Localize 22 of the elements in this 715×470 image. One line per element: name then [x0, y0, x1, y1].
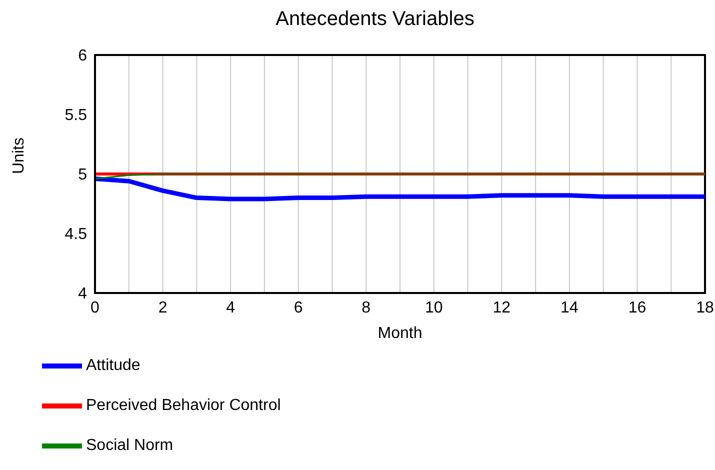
- legend-label: Social Norm: [86, 437, 174, 454]
- x-tick-label: 2: [158, 299, 168, 316]
- x-tick-label: 12: [492, 299, 511, 316]
- x-tick-label: 16: [628, 299, 646, 316]
- x-tick-label: 0: [90, 299, 100, 316]
- legend-label: Perceived Behavior Control: [86, 397, 281, 414]
- x-tick-label: 10: [424, 299, 443, 316]
- x-tick-label: 4: [226, 299, 236, 316]
- line-series: [95, 176, 705, 202]
- legend-label: Attitude: [86, 357, 140, 374]
- y-tick-label: 6: [78, 48, 88, 65]
- y-tick-label: 5.5: [64, 107, 88, 124]
- chart-title: Antecedents Variables: [274, 8, 476, 31]
- y-tick-label: 5: [78, 166, 88, 184]
- x-tick-label: 18: [696, 299, 714, 316]
- y-tick-label: 4: [78, 286, 88, 303]
- x-tick-label: 14: [560, 299, 578, 316]
- y-tick-label: 4.5: [64, 226, 88, 244]
- x-tick-label: 8: [362, 299, 371, 316]
- x-tick-label: 6: [294, 299, 303, 316]
- y-axis-title: Units: [10, 138, 28, 174]
- x-axis-title: Month: [378, 325, 422, 342]
